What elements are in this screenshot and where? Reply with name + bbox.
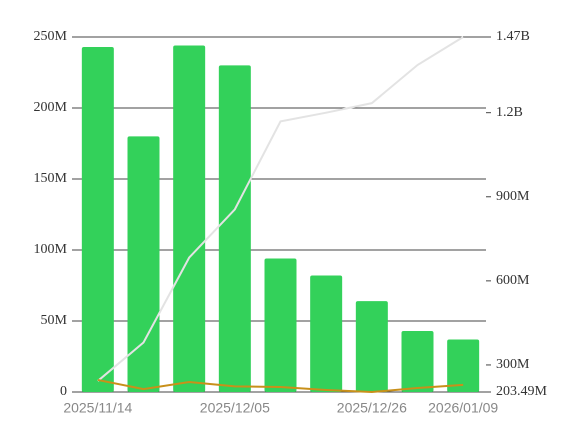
- bar: [218, 65, 251, 393]
- bar: [173, 45, 206, 393]
- bar: [447, 339, 480, 392]
- line: [97, 36, 464, 382]
- y2-tick-label: 1.2B: [496, 105, 523, 120]
- y-tick-label: 250M: [34, 29, 68, 44]
- y-tick-label: 200M: [34, 100, 68, 115]
- x-tick-label: 2025/12/05: [200, 400, 270, 416]
- y2-tick-label: 600M: [496, 273, 530, 288]
- x-tick-label: 2026/01/09: [428, 400, 498, 416]
- y-tick-label: 150M: [34, 171, 68, 186]
- line: [97, 378, 464, 394]
- bar: [264, 258, 297, 392]
- y2-tick-label: 300M: [496, 357, 530, 372]
- bar: [310, 275, 343, 392]
- y-tick-label: 100M: [34, 242, 68, 257]
- x-tick-label: 2025/11/14: [63, 400, 132, 416]
- y2-tick-label: 203.49M: [496, 384, 548, 399]
- y2-tick-label: 1.47B: [496, 29, 530, 44]
- bar: [355, 301, 388, 392]
- bar: [401, 330, 434, 392]
- y-tick-label: 50M: [41, 313, 68, 328]
- bar: [127, 136, 160, 392]
- x-tick-label: 2025/12/26: [337, 400, 407, 416]
- bar: [81, 46, 114, 392]
- y2-tick-label: 900M: [496, 189, 530, 204]
- y-tick-label: 0: [60, 384, 67, 399]
